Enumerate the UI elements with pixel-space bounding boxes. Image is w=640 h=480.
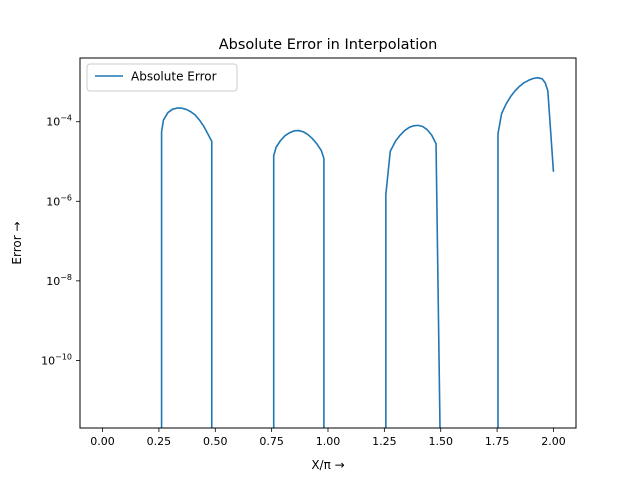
legend-entry-label: Absolute Error: [131, 70, 217, 84]
x-tick-label: 0.00: [90, 435, 115, 448]
legend: Absolute Error: [86, 63, 238, 92]
y-axis-ticks: 10−10 10−8 10−6 10−4: [41, 114, 80, 367]
x-axis-ticks: 0.00 0.25 0.50 0.75 1.00 1.25 1.50 1.75 2.00: [90, 428, 566, 448]
x-tick-label: 1.75: [485, 435, 510, 448]
x-tick-label: 1.50: [428, 435, 453, 448]
x-axis-label: X/π →: [311, 458, 344, 472]
x-tick-label: 1.25: [372, 435, 397, 448]
legend-box: [86, 63, 238, 92]
x-tick-label: 0.75: [259, 435, 284, 448]
y-axis-label: Error →: [10, 221, 24, 264]
x-tick-label: 0.50: [203, 435, 228, 448]
x-tick-label: 2.00: [541, 435, 566, 448]
x-tick-label: 0.25: [147, 435, 172, 448]
series-line-0: [160, 76, 555, 428]
y-tick-label: 10−10: [41, 352, 72, 367]
y-tick-label: 10−8: [46, 273, 72, 288]
y-tick-label: 10−6: [46, 193, 72, 208]
y-tick-label: 10−4: [46, 114, 72, 129]
x-tick-label: 1.00: [316, 435, 341, 448]
plot-data-layer: [160, 76, 555, 428]
chart-title: Absolute Error in Interpolation: [219, 37, 438, 53]
